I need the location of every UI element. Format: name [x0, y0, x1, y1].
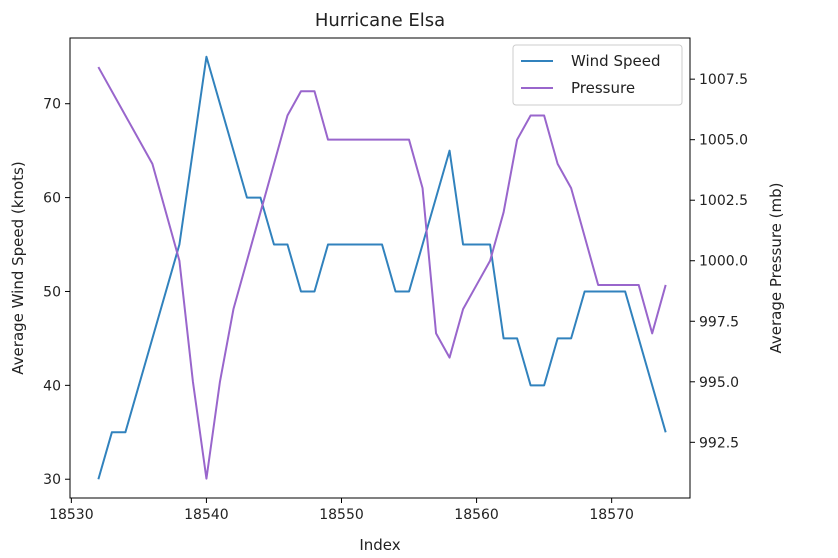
- series-line-wind-speed: [97, 55, 667, 480]
- plot-frame: [69, 37, 691, 499]
- lines-layer: [97, 55, 667, 480]
- y-right-axis-ticks: 992.5 995.0 997.5 1000.0 1002.5 1005.0 1007.5: [690, 72, 748, 451]
- x-axis-ticks: 18530 18540 18550 18560 18570: [49, 498, 634, 523]
- y-right-tick-label: 995.0: [699, 375, 739, 391]
- x-tick-label: 18570: [589, 507, 634, 523]
- y-right-tick-label: 1000.0: [699, 254, 748, 270]
- y-left-tick-label: 60: [43, 191, 61, 207]
- y-right-tick-label: 997.5: [699, 314, 739, 330]
- y-right-tick-label: 1007.5: [699, 72, 748, 88]
- y-left-tick-label: 70: [43, 97, 61, 113]
- y-left-tick-label: 30: [43, 472, 61, 488]
- x-tick-label: 18560: [454, 507, 499, 523]
- legend: Wind Speed Pressure: [512, 44, 683, 106]
- y-right-tick-label: 992.5: [699, 435, 739, 451]
- x-tick-label: 18550: [319, 507, 364, 523]
- chart-title: Hurricane Elsa: [315, 10, 445, 31]
- y-right-tick-label: 1002.5: [699, 193, 748, 209]
- legend-box: [512, 44, 683, 106]
- y-right-axis-label: Average Pressure (mb): [767, 182, 785, 353]
- y-left-tick-label: 40: [43, 378, 61, 394]
- y-right-tick-label: 1005.0: [699, 133, 748, 149]
- series-line-pressure: [97, 66, 667, 480]
- x-tick-label: 18540: [184, 507, 229, 523]
- y-left-tick-label: 50: [43, 284, 61, 300]
- x-axis-label: Index: [359, 536, 400, 554]
- y-left-axis-ticks: 30 40 50 60 70: [43, 97, 70, 488]
- x-tick-label: 18530: [49, 507, 94, 523]
- legend-label-pressure: Pressure: [571, 79, 635, 97]
- y-left-axis-label: Average Wind Speed (knots): [9, 161, 27, 374]
- legend-label-wind-speed: Wind Speed: [571, 52, 661, 70]
